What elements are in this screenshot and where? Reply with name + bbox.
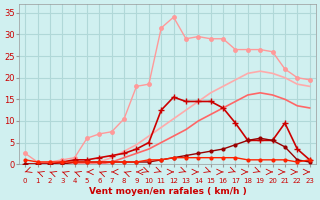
X-axis label: Vent moyen/en rafales ( km/h ): Vent moyen/en rafales ( km/h )	[89, 187, 246, 196]
